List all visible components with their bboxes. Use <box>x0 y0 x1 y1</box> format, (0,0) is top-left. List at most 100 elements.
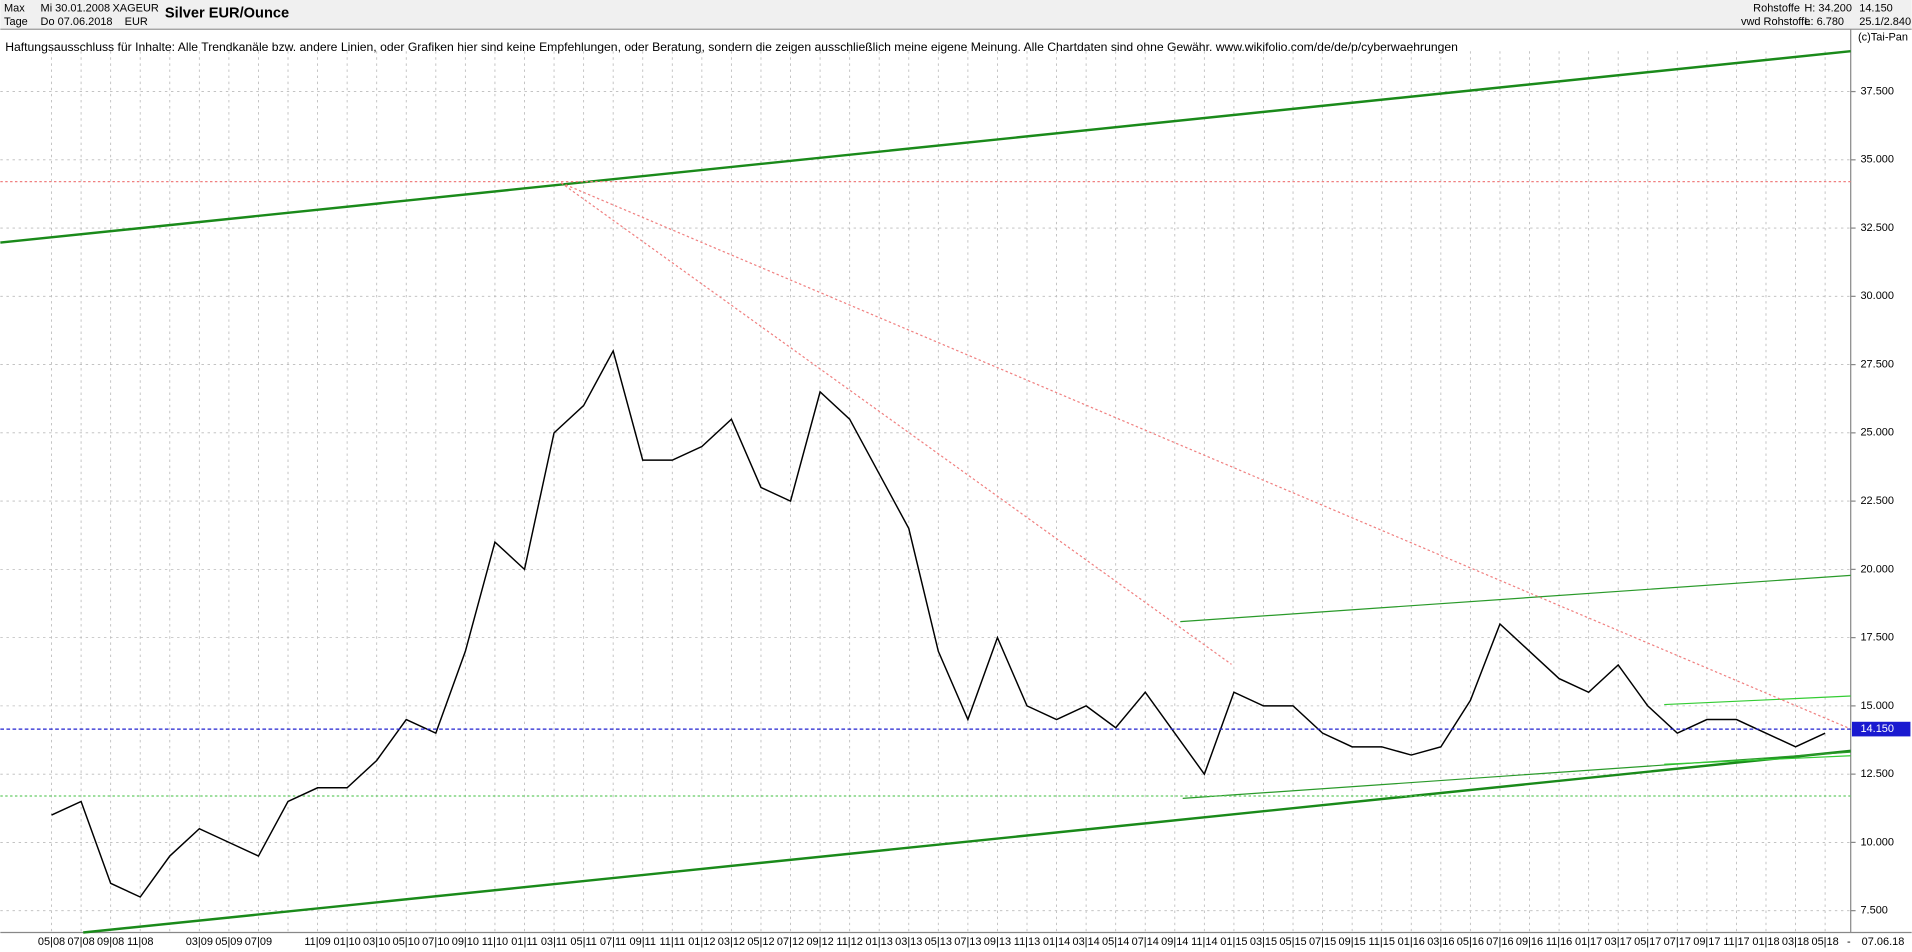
y-tick-label: 32.500 <box>1860 222 1894 234</box>
x-tick-label: 03|15 <box>1250 936 1277 948</box>
x-tick-label: 11|08 <box>127 936 153 948</box>
date-from[interactable]: Mi 30.01.2008 <box>41 2 111 14</box>
y-tick-label: 25.000 <box>1860 427 1894 439</box>
group: Rohstoffe <box>1753 2 1800 14</box>
x-tick-label: 03|11 <box>541 936 567 948</box>
x-tick-label: 01|17 <box>1575 936 1602 948</box>
x-tick-label: 09|13 <box>984 936 1011 948</box>
y-tick-label: 12.500 <box>1860 768 1894 780</box>
currency: EUR <box>125 16 148 28</box>
x-tick-label: 07|13 <box>954 936 981 948</box>
disclaimer: Haftungsausschluss für Inhalte: Alle Tre… <box>5 40 1458 54</box>
y-tick-label: 37.500 <box>1860 85 1894 97</box>
x-tick-label: 03|17 <box>1605 936 1632 948</box>
x-tick-label: 01|12 <box>688 936 715 948</box>
x-tick-label: 07|17 <box>1664 936 1691 948</box>
x-tick-label: 05|13 <box>925 936 952 948</box>
scale: 25.1/2.840 <box>1859 16 1911 28</box>
x-tick-label: 05|16 <box>1457 936 1484 948</box>
x-tick-label: 05|11 <box>570 936 596 948</box>
x-tick-label: 07|14 <box>1132 936 1159 948</box>
trendline <box>1182 751 1851 800</box>
x-tick-label: 05|15 <box>1279 936 1306 948</box>
y-tick-label: 35.000 <box>1860 154 1894 166</box>
last: 14.150 <box>1859 2 1893 14</box>
y-tick-label: 30.000 <box>1860 290 1894 302</box>
x-tick-label: 07|09 <box>245 936 272 948</box>
y-tick-label: 10.000 <box>1860 836 1894 848</box>
x-tick-label: 07|12 <box>777 936 804 948</box>
x-tick-label: 03|09 <box>186 936 213 948</box>
x-tick-label: 03|16 <box>1427 936 1454 948</box>
x-tick-label: 05|12 <box>747 936 774 948</box>
x-tick-label: 09|16 <box>1516 936 1543 948</box>
trendline <box>1180 574 1851 623</box>
x-tick-label: 09|08 <box>97 936 124 948</box>
copyright: (c)Tai-Pan <box>1858 32 1908 44</box>
x-tick-label: 07|16 <box>1486 936 1513 948</box>
x-tick-label: 01|10 <box>334 936 361 948</box>
x-tick-label: 05|14 <box>1102 936 1129 948</box>
x-tick-label: 01|13 <box>866 936 893 948</box>
y-tick-label: 27.500 <box>1860 358 1894 370</box>
x-tick-label: 05|08 <box>38 936 65 948</box>
x-tick-label: 11|10 <box>482 936 508 948</box>
x-tick-label: 01|16 <box>1398 936 1425 948</box>
x-tick-label: 09|12 <box>806 936 833 948</box>
symbol: XAGEUR <box>112 2 158 14</box>
y-tick-label: 20.000 <box>1860 563 1894 575</box>
x-tick-label: 11|15 <box>1368 936 1394 948</box>
x-tick-label: 05|10 <box>393 936 420 948</box>
x-tick-label: 09|10 <box>452 936 479 948</box>
trendline <box>560 182 1232 665</box>
x-tick-label: 11|14 <box>1191 936 1217 948</box>
range[interactable]: Max <box>4 2 25 14</box>
trendline <box>0 49 1851 244</box>
x-tick-label: 05|18 <box>1811 936 1838 948</box>
x-tick-label: 09|17 <box>1693 936 1720 948</box>
x-separator: - <box>1847 936 1851 948</box>
x-tick-label: 07|10 <box>422 936 449 948</box>
x-tick-label: 11|17 <box>1723 936 1749 948</box>
x-tick-label: 05|09 <box>215 936 242 948</box>
x-tick-label: 03|12 <box>718 936 745 948</box>
trendline <box>1664 755 1851 765</box>
toolbar <box>0 0 1912 30</box>
x-tick-label: 01|15 <box>1220 936 1247 948</box>
x-tick-label: 07|15 <box>1309 936 1336 948</box>
x-tick-label: 01|18 <box>1752 936 1779 948</box>
last-price-box <box>1851 721 1911 737</box>
trendline <box>1664 695 1851 706</box>
x-tick-label: 03|18 <box>1782 936 1809 948</box>
y-tick-label: 22.500 <box>1860 495 1894 507</box>
x-tick-label: 11|13 <box>1014 936 1040 948</box>
plot <box>51 348 1826 898</box>
x-tick-label: 11|12 <box>836 936 862 948</box>
low: L: 6.780 <box>1804 16 1844 28</box>
x-tick-label: 01|14 <box>1043 936 1070 948</box>
x-tick-label: 07|11 <box>600 936 626 948</box>
chart-title: Silver EUR/Ounce <box>165 5 289 21</box>
interval[interactable]: Tage <box>4 16 28 28</box>
x-tick-label: 11|09 <box>304 936 330 948</box>
y-tick-label: 7.500 <box>1860 905 1887 917</box>
date-to[interactable]: Do 07.06.2018 <box>41 16 113 28</box>
y-tick-label: 15.000 <box>1860 700 1894 712</box>
price-line <box>51 348 1826 898</box>
x-tick-label: 11|16 <box>1546 936 1572 948</box>
source: vwd Rohstoffe <box>1741 16 1810 28</box>
x-tick-label: 03|10 <box>363 936 390 948</box>
trendline <box>560 182 1851 730</box>
y-tick-label: 17.500 <box>1860 632 1894 644</box>
end-date: 07.06.18 <box>1862 936 1905 948</box>
x-tick-label: 05|17 <box>1634 936 1661 948</box>
x-tick-label: 09|11 <box>630 936 656 948</box>
x-tick-label: 03|14 <box>1072 936 1099 948</box>
high: H: 34.200 <box>1804 2 1852 14</box>
x-tick-label: 01|11 <box>511 936 537 948</box>
x-tick-label: 07|08 <box>67 936 94 948</box>
x-tick-label: 09|15 <box>1339 936 1366 948</box>
